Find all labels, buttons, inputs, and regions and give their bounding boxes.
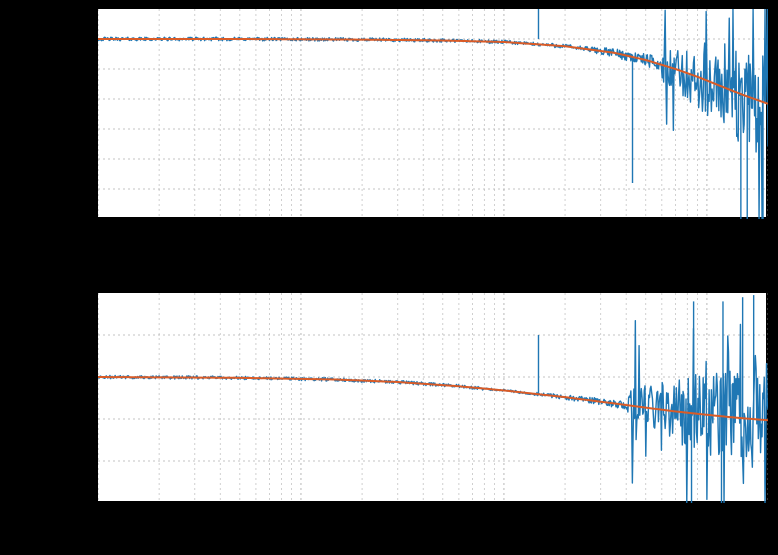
chart-panel-bottom	[97, 292, 767, 502]
chart-svg-top	[98, 9, 768, 219]
data-series	[98, 321, 768, 503]
chart-svg-bottom	[98, 293, 768, 503]
chart-panel-top	[97, 8, 767, 218]
